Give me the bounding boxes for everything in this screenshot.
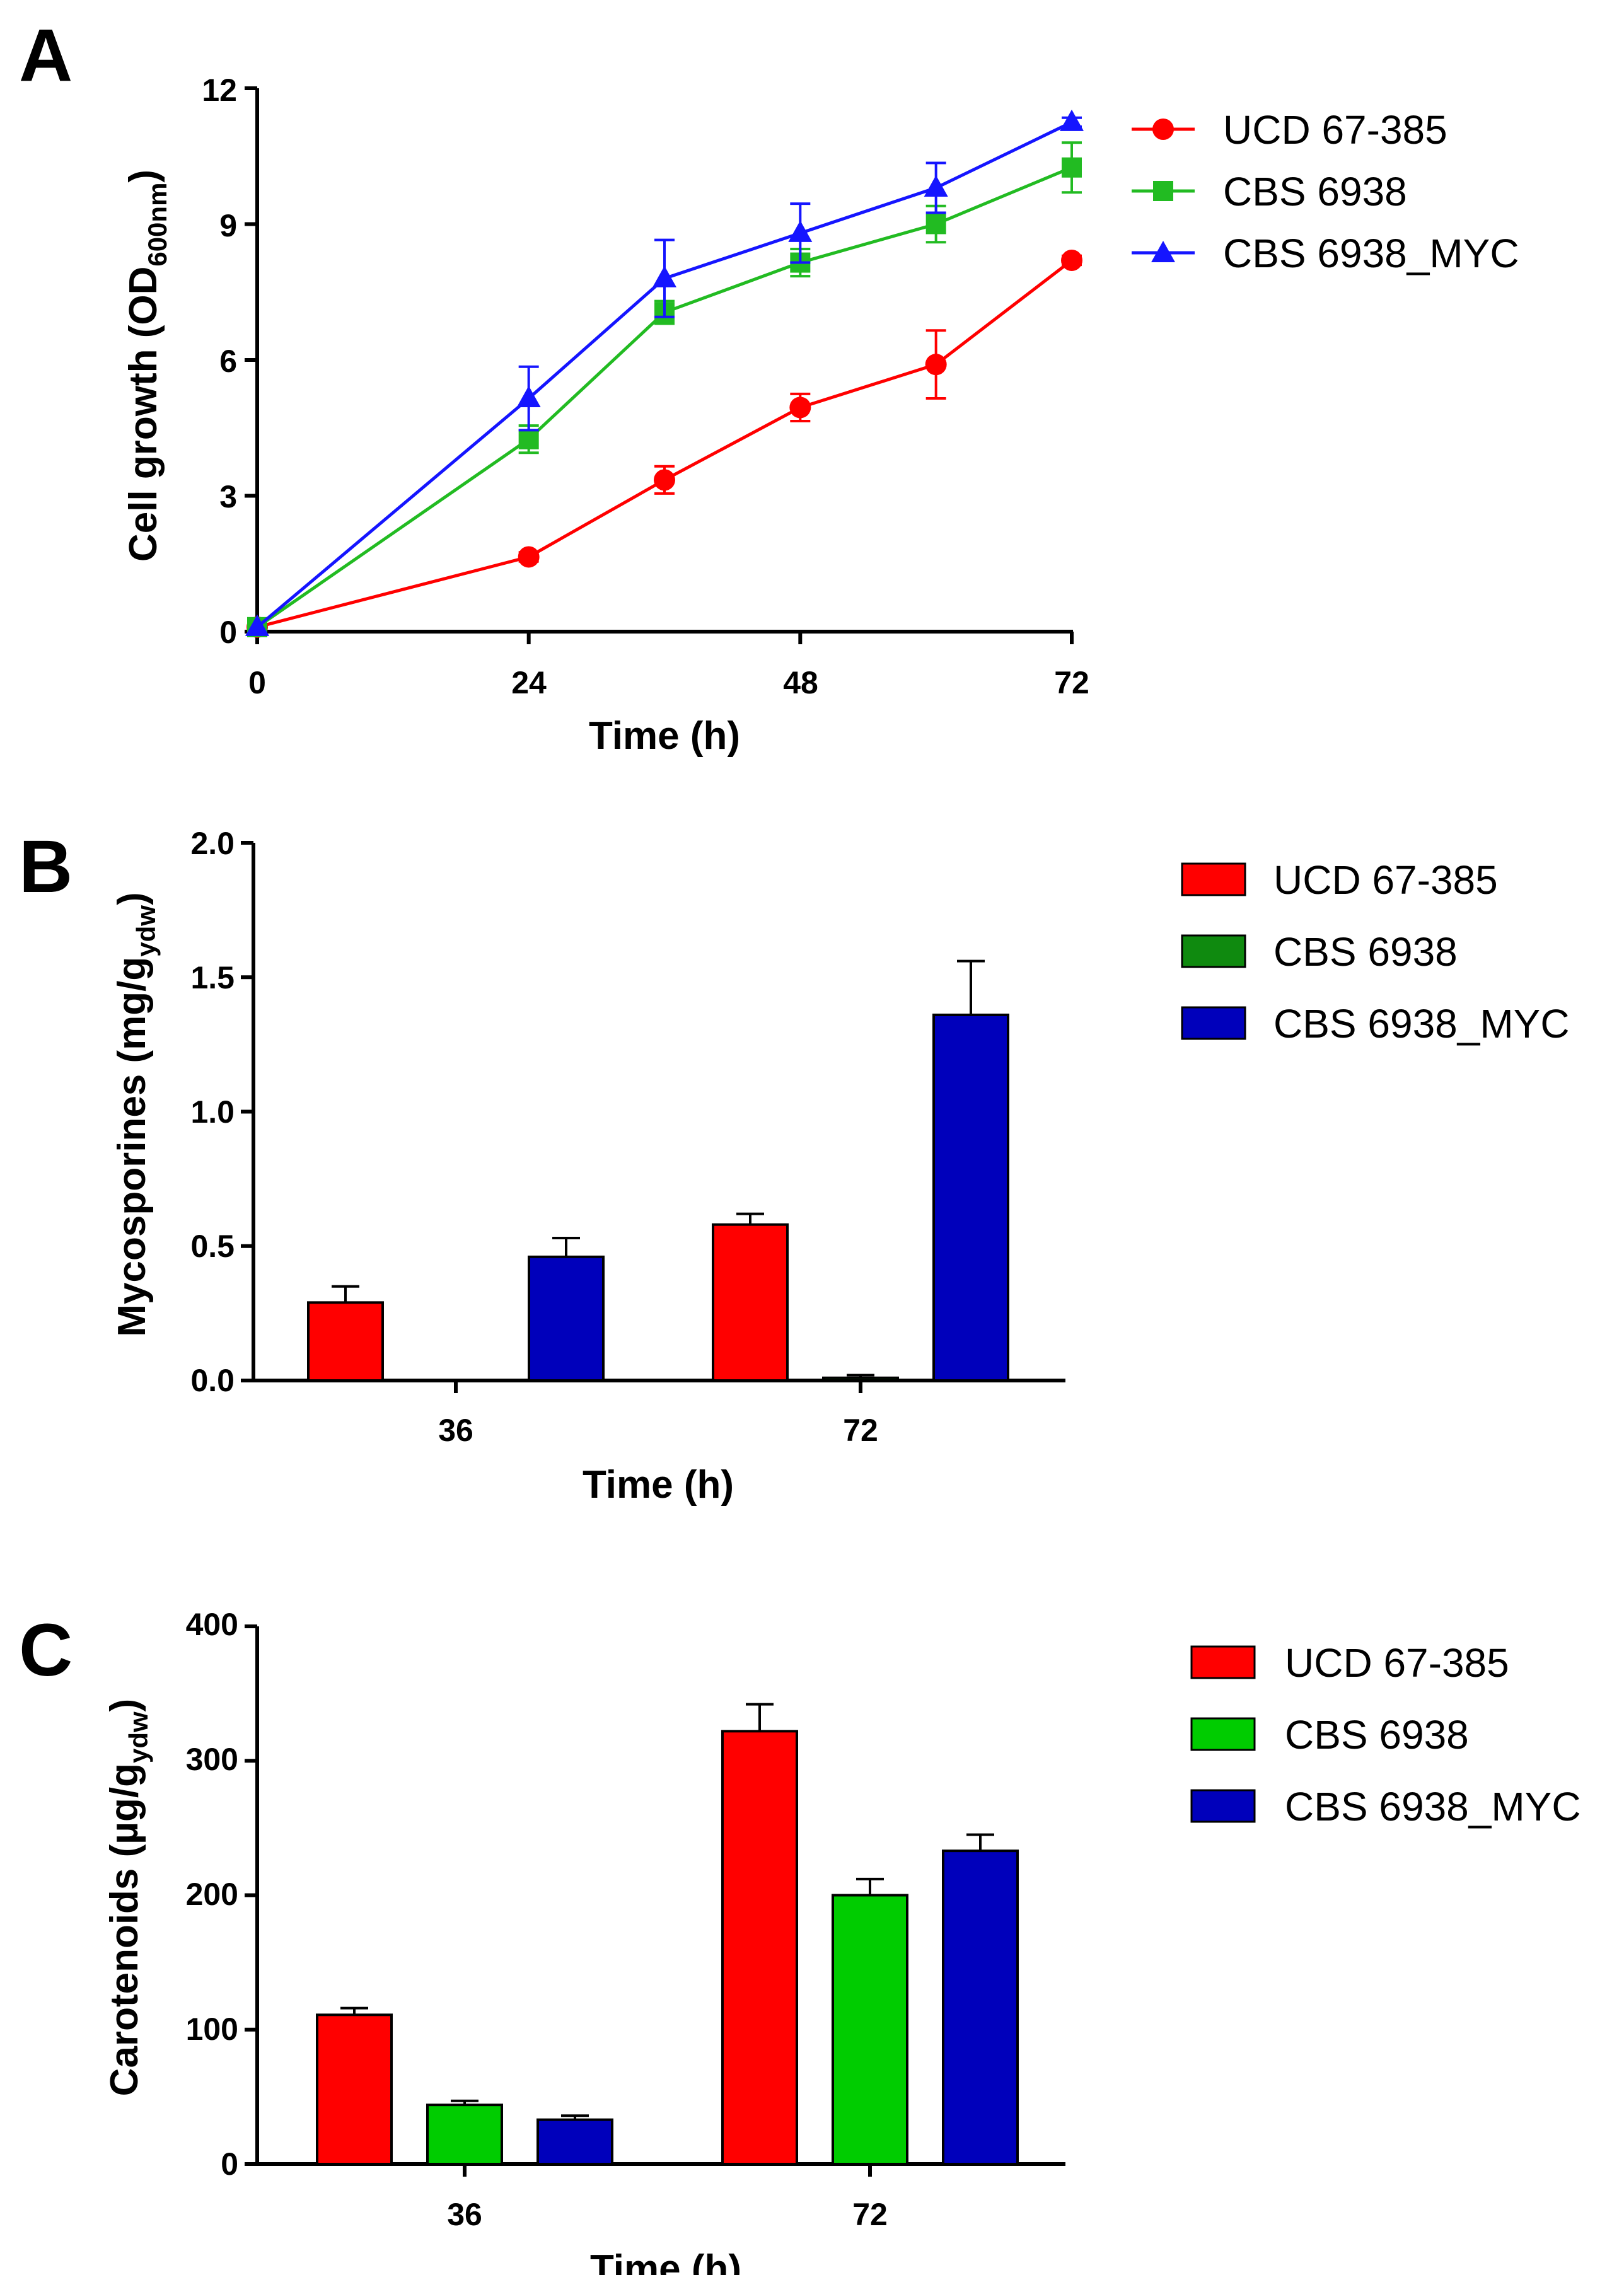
data-point bbox=[924, 175, 948, 197]
panel-c-xtick-label: 72 bbox=[852, 2197, 888, 2232]
data-point bbox=[925, 214, 946, 234]
panel-b-ytick-label: 1.5 bbox=[190, 960, 235, 995]
bar bbox=[316, 2013, 393, 2165]
panel-b: B 0.0 0.5 1.0 1.5 2.0 36 72 Time (h) Myc… bbox=[19, 825, 1570, 1507]
data-point bbox=[789, 397, 811, 419]
panel-a-ytick-label: 0 bbox=[219, 615, 237, 650]
panel-a-ytick-label: 6 bbox=[219, 344, 237, 379]
legend-label-ucd: UCD 67-385 bbox=[1223, 107, 1447, 153]
legend-marker-square-icon bbox=[1153, 181, 1173, 201]
data-point bbox=[654, 469, 675, 491]
panel-b-legend: UCD 67-385 CBS 6938 CBS 6938_MYC bbox=[1181, 857, 1570, 1046]
panel-b-x-ticks: 36 72 bbox=[438, 1413, 878, 1448]
panel-c: C 0 100 200 300 400 36 72 Time (h) Carot… bbox=[19, 1607, 1581, 2275]
panel-b-ytick-label: 1.0 bbox=[190, 1094, 235, 1130]
bar bbox=[426, 2104, 503, 2165]
panel-c-ytick-label: 100 bbox=[186, 2012, 238, 2047]
panel-a-xtick-label: 72 bbox=[1054, 665, 1089, 700]
bar bbox=[721, 1730, 798, 2165]
bar bbox=[832, 1894, 908, 2165]
data-point bbox=[788, 220, 813, 242]
series-line bbox=[256, 166, 1072, 628]
data-point bbox=[1062, 157, 1082, 178]
data-point bbox=[652, 265, 676, 287]
data-point bbox=[925, 354, 947, 376]
legend-label-cbs: CBS 6938 bbox=[1223, 169, 1407, 214]
bar bbox=[712, 1223, 789, 1382]
legend-swatch-cbs bbox=[1190, 1717, 1256, 1751]
series-line bbox=[256, 120, 1073, 628]
legend-swatch-ucd bbox=[1190, 1645, 1256, 1679]
panel-a-ytick-label: 12 bbox=[202, 72, 237, 108]
legend-swatch-cbs bbox=[1181, 934, 1246, 968]
panel-a-y-ticks: 0 3 6 9 12 bbox=[202, 72, 237, 650]
panel-c-y-ticks: 0 100 200 300 400 bbox=[186, 1607, 238, 2182]
panel-a-y-axis-title: Cell growth (OD600nm) bbox=[122, 170, 172, 562]
panel-a-xtick-label: 0 bbox=[248, 665, 266, 700]
panel-b-y-ticks: 0.0 0.5 1.0 1.5 2.0 bbox=[190, 826, 235, 1398]
panel-a-x-ticks: 0 24 48 72 bbox=[248, 665, 1089, 700]
legend-label-ucd: UCD 67-385 bbox=[1273, 857, 1498, 903]
data-point bbox=[1060, 109, 1084, 131]
panel-b-letter: B bbox=[19, 825, 72, 908]
panel-b-xtick-label: 36 bbox=[438, 1413, 473, 1448]
panel-a-letter: A bbox=[19, 14, 72, 97]
legend-label-myc: CBS 6938_MYC bbox=[1285, 1784, 1581, 1829]
panel-b-plot bbox=[241, 841, 1065, 1393]
data-point bbox=[518, 546, 540, 568]
data-point bbox=[516, 386, 541, 408]
panel-c-ytick-label: 200 bbox=[186, 1877, 238, 1912]
panel-a-xtick-label: 48 bbox=[783, 665, 818, 700]
panel-c-y-axis-title: Carotenoids (µg/gydw) bbox=[103, 1699, 153, 2097]
panel-a-legend: UCD 67-385 CBS 6938 CBS 6938_MYC bbox=[1132, 107, 1519, 276]
panel-a-xtick-label: 24 bbox=[511, 665, 547, 700]
panel-c-ytick-label: 400 bbox=[186, 1607, 238, 1642]
panel-b-ytick-label: 0.5 bbox=[190, 1229, 235, 1264]
legend-swatch-myc bbox=[1181, 1006, 1246, 1040]
legend-label-ucd: UCD 67-385 bbox=[1285, 1640, 1509, 1686]
panel-c-ytick-label: 0 bbox=[221, 2146, 238, 2182]
panel-c-letter: C bbox=[19, 1609, 72, 1692]
panel-b-y-axis-title: Mycosporines (mg/gydw) bbox=[110, 892, 161, 1336]
panel-c-x-axis-title: Time (h) bbox=[590, 2247, 741, 2275]
legend-label-cbs: CBS 6938 bbox=[1285, 1712, 1469, 1757]
legend-marker-triangle-icon bbox=[1151, 241, 1175, 262]
bar bbox=[536, 2118, 613, 2165]
legend-label-myc: CBS 6938_MYC bbox=[1273, 1001, 1570, 1046]
legend-swatch-myc bbox=[1190, 1789, 1256, 1823]
bar bbox=[307, 1301, 384, 1382]
panel-c-xtick-label: 36 bbox=[447, 2197, 482, 2232]
bar bbox=[942, 1850, 1019, 2165]
legend-marker-circle-icon bbox=[1152, 119, 1174, 140]
panel-b-ytick-label: 2.0 bbox=[190, 826, 235, 861]
panel-b-x-axis-title: Time (h) bbox=[583, 1463, 734, 1507]
bar bbox=[528, 1255, 605, 1382]
panel-c-legend: UCD 67-385 CBS 6938 CBS 6938_MYC bbox=[1190, 1640, 1581, 1829]
legend-label-cbs: CBS 6938 bbox=[1273, 929, 1458, 975]
panel-b-ytick-label: 0.0 bbox=[190, 1363, 235, 1398]
panel-b-xtick-label: 72 bbox=[843, 1413, 878, 1448]
panel-c-x-ticks: 36 72 bbox=[447, 2197, 888, 2232]
bar bbox=[822, 1376, 899, 1382]
panel-a-ytick-label: 9 bbox=[219, 208, 237, 243]
legend-swatch-ucd bbox=[1181, 862, 1246, 896]
panel-a-x-axis-title: Time (h) bbox=[589, 714, 740, 758]
data-point bbox=[245, 614, 269, 636]
panel-a-plot bbox=[245, 86, 1084, 644]
panel-c-plot bbox=[245, 1624, 1065, 2177]
bar bbox=[932, 1013, 1009, 1382]
data-point bbox=[1061, 249, 1082, 271]
panel-c-ytick-label: 300 bbox=[186, 1742, 238, 1777]
data-point bbox=[518, 429, 539, 449]
panel-a: A 0 3 6 9 12 0 24 48 72 Time (h) Cell gr… bbox=[19, 14, 1519, 758]
panel-a-ytick-label: 3 bbox=[219, 479, 237, 514]
series-line bbox=[257, 258, 1073, 629]
legend-label-myc: CBS 6938_MYC bbox=[1223, 231, 1519, 276]
